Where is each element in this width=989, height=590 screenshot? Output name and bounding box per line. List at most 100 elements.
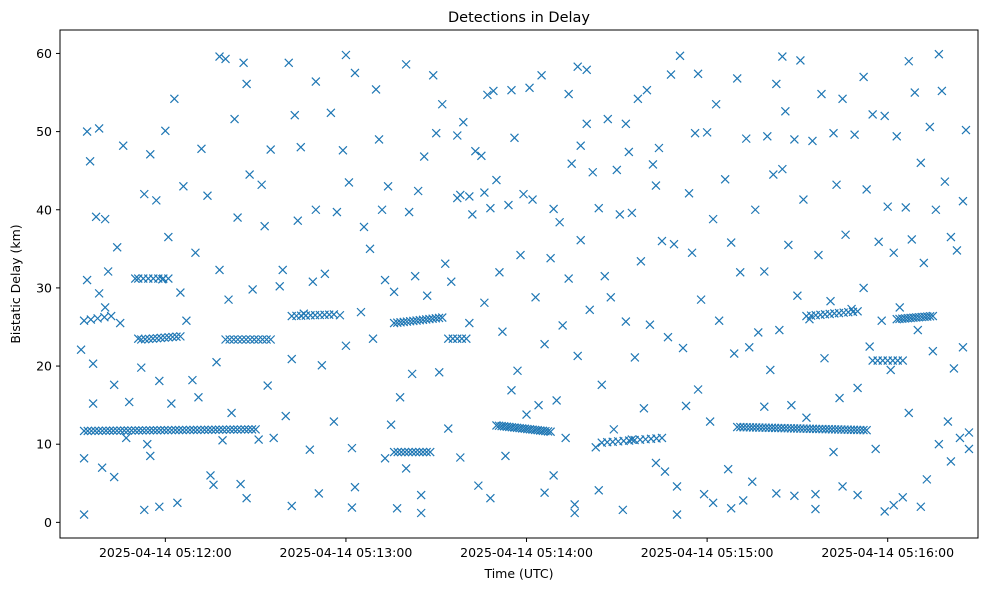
data-point: [178, 425, 188, 435]
y-axis-label: Bistatic Delay (km): [8, 224, 23, 343]
data-point: [134, 426, 144, 435]
x-tick-label: 2025-04-14 05:13:00: [280, 545, 413, 560]
data-point: [416, 508, 426, 518]
data-point: [236, 425, 246, 434]
data-point: [106, 311, 116, 321]
data-point: [159, 425, 169, 435]
data-point: [573, 62, 583, 72]
x-tick-label: 2025-04-14 05:16:00: [821, 545, 954, 560]
data-point: [470, 146, 480, 156]
data-point: [401, 464, 411, 473]
data-point: [209, 480, 218, 490]
data-point: [660, 467, 670, 476]
data-point: [687, 248, 697, 258]
data-point: [639, 403, 649, 413]
data-point: [203, 425, 213, 435]
data-point: [859, 283, 869, 293]
data-point: [488, 86, 498, 96]
data-point: [476, 151, 486, 161]
data-point: [443, 424, 453, 434]
data-point: [853, 306, 863, 316]
data-point: [546, 427, 556, 437]
data-point: [414, 447, 424, 457]
data-point: [236, 479, 246, 489]
data-point: [404, 207, 414, 217]
data-point: [485, 203, 495, 213]
data-point: [218, 425, 228, 435]
data-point: [434, 367, 444, 377]
data-point: [531, 292, 540, 302]
data-point: [290, 110, 300, 120]
data-point: [189, 425, 199, 435]
data-point: [269, 433, 279, 443]
data-point: [711, 99, 721, 109]
data-point: [145, 425, 155, 435]
data-point: [964, 428, 974, 437]
data-point: [916, 502, 926, 512]
data-point: [729, 349, 739, 358]
data-point: [958, 196, 968, 206]
data-point: [156, 425, 166, 435]
data-point: [225, 335, 235, 344]
x-axis-ticks: 2025-04-14 05:12:00 2025-04-14 05:13:00 20…: [99, 538, 954, 560]
x-tick-label: 2025-04-14 05:14:00: [460, 545, 593, 560]
data-point: [705, 417, 715, 426]
data-point: [925, 122, 935, 132]
data-point: [868, 109, 878, 119]
data-point: [576, 235, 586, 245]
data-point: [248, 285, 258, 294]
data-point: [380, 453, 390, 463]
data-point: [919, 258, 929, 268]
data-point: [883, 202, 893, 212]
data-point: [838, 481, 847, 491]
data-point: [167, 425, 177, 435]
data-point: [928, 311, 938, 321]
data-point: [832, 180, 841, 190]
data-point: [498, 327, 507, 337]
data-point: [230, 114, 239, 124]
data-point: [895, 303, 905, 312]
data-point: [672, 481, 682, 491]
data-point: [510, 133, 519, 143]
data-point: [455, 190, 465, 200]
data-point: [145, 451, 155, 461]
data-point: [750, 205, 760, 215]
data-point: [320, 269, 330, 279]
data-point: [904, 56, 914, 66]
data-point: [789, 491, 799, 501]
data-point: [549, 471, 559, 480]
data-point: [621, 317, 631, 326]
data-point: [332, 207, 342, 217]
data-point: [160, 333, 170, 343]
data-point: [172, 332, 181, 342]
data-point: [492, 175, 501, 185]
data-point: [464, 192, 474, 201]
y-tick-label: 10: [36, 437, 52, 452]
data-point: [708, 214, 718, 224]
data-point: [768, 170, 778, 180]
data-point: [200, 425, 209, 435]
data-point: [829, 447, 838, 457]
data-point: [904, 408, 914, 418]
data-point: [663, 332, 673, 342]
data-point: [326, 108, 336, 118]
data-point: [124, 397, 134, 407]
data-point: [425, 447, 435, 457]
data-point: [152, 425, 162, 435]
data-point: [170, 425, 180, 435]
data-point: [437, 99, 447, 109]
data-point: [144, 334, 154, 344]
y-tick-label: 0: [44, 515, 52, 530]
data-point: [142, 439, 152, 449]
data-point: [696, 295, 706, 305]
data-point: [874, 237, 884, 247]
data-point: [194, 392, 203, 402]
data-point: [211, 425, 220, 435]
data-point: [753, 328, 763, 337]
data-point: [221, 335, 230, 344]
data-point: [723, 464, 733, 474]
data-point: [654, 143, 664, 153]
data-point: [350, 482, 360, 492]
data-point: [258, 335, 267, 344]
data-point: [573, 351, 583, 361]
